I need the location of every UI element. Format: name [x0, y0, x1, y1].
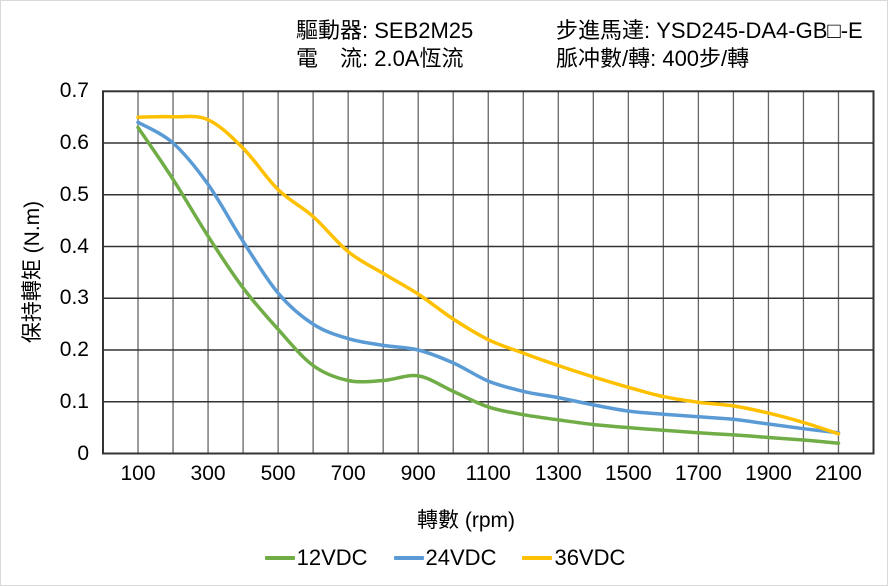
x-tick-label: 1300: [534, 462, 582, 485]
spec-driver: 驅動器: SEB2M25: [296, 18, 474, 43]
spec-pulses-per-rev: 脈冲數/轉: 400步/轉: [556, 46, 750, 71]
legend-label-36vdc: 36VDC: [554, 545, 626, 570]
y-tick-label: 0.2: [59, 338, 89, 361]
chart-legend: 12VDC 24VDC 36VDC: [1, 545, 888, 571]
legend-label-12vdc: 12VDC: [296, 545, 368, 570]
legend-swatch-12vdc: [264, 556, 295, 560]
spec-current: 電 流: 2.0A恆流: [296, 46, 464, 71]
x-tick-label: 300: [190, 462, 226, 485]
y-tick-label: 0.7: [59, 79, 89, 103]
legend-item-36vdc: 36VDC: [522, 545, 625, 571]
x-tick-label: 700: [330, 462, 366, 485]
legend-item-12vdc: 12VDC: [264, 545, 368, 571]
series-line-36vdc: [136, 114, 841, 436]
plot-border: [102, 90, 875, 455]
x-tick-label: 1900: [745, 462, 792, 485]
legend-item-24vdc: 24VDC: [393, 545, 497, 571]
x-tick-label: 500: [260, 462, 296, 485]
series-line-24vdc: [136, 120, 841, 435]
spec-motor-model: 步進馬達: YSD245-DA4-GB□-E: [556, 18, 863, 43]
legend-label-24vdc: 24VDC: [425, 545, 497, 570]
x-tick-label: 1500: [604, 462, 652, 485]
y-tick-label: 0.5: [59, 182, 89, 206]
x-tick-label: 900: [400, 462, 436, 485]
x-tick-label: 1100: [465, 462, 511, 485]
x-axis-title: 轉數 (rpm): [417, 509, 515, 532]
x-tick-label: 1700: [675, 462, 722, 485]
y-axis-title: 保持轉矩 (N.m): [21, 200, 44, 344]
x-tick-label: 2100: [815, 462, 862, 485]
legend-swatch-24vdc: [393, 556, 424, 560]
y-tick-label: 0.6: [59, 131, 89, 155]
y-tick-label: 0.1: [59, 389, 89, 413]
y-tick-label: 0.4: [59, 234, 89, 258]
series-line-12vdc: [136, 125, 841, 445]
y-tick-label: 0.3: [59, 286, 89, 310]
legend-swatch-36vdc: [522, 556, 553, 560]
y-tick-label: 0: [77, 441, 89, 465]
x-tick-label: 100: [120, 462, 156, 485]
